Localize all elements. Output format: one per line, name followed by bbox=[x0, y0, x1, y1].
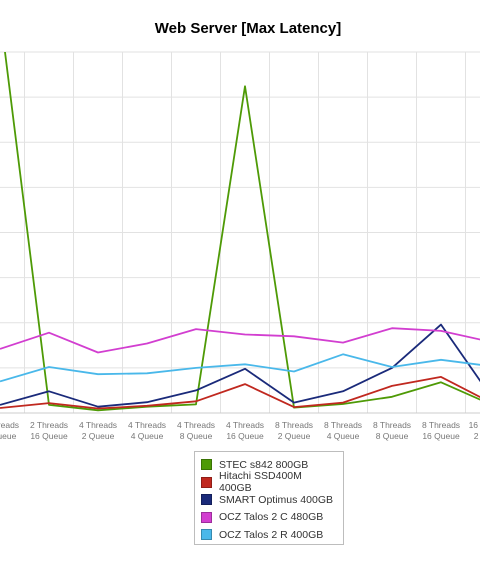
legend-item[interactable]: OCZ Talos 2 R 400GB bbox=[201, 526, 337, 544]
legend-item[interactable]: STEC s842 800GB bbox=[201, 456, 337, 474]
x-tick-label: 4 Threads 16 Queue bbox=[226, 420, 264, 441]
x-tick-label: 8 Threads 8 Queue bbox=[373, 420, 411, 441]
x-tick-label: 8 Threads 4 Queue bbox=[324, 420, 362, 441]
x-tick-label: 8 Threads 16 Queue bbox=[422, 420, 460, 441]
x-tick-label: 4 Threads 8 Queue bbox=[177, 420, 215, 441]
legend-swatch bbox=[201, 529, 212, 541]
legend-label: STEC s842 800GB bbox=[219, 458, 309, 471]
x-tick-label: 2 Threads 16 Queue bbox=[30, 420, 68, 441]
series-line bbox=[0, 327, 480, 354]
legend-item[interactable]: Hitachi SSD400M 400GB bbox=[201, 470, 337, 494]
legend-label: SMART Optimus 400GB bbox=[219, 493, 333, 506]
chart-title: Web Server [Max Latency] bbox=[154, 20, 342, 37]
grid bbox=[0, 51, 480, 414]
legend-label: OCZ Talos 2 R 400GB bbox=[219, 528, 324, 541]
legend-swatch bbox=[201, 459, 212, 471]
x-tick-label: 4 Threads 4 Queue bbox=[128, 420, 166, 441]
series-line bbox=[0, 353, 480, 383]
legend-label: Hitachi SSD400M 400GB bbox=[219, 470, 302, 495]
legend: STEC s842 800GB Hitachi SSD400M 400GB SMAR… bbox=[194, 451, 344, 545]
legend-swatch bbox=[201, 511, 212, 523]
series-line bbox=[4, 52, 480, 412]
legend-swatch bbox=[201, 494, 212, 506]
x-tick-label: 4 Threads 2 Queue bbox=[79, 420, 117, 441]
legend-label: OCZ Talos 2 C 480GB bbox=[219, 511, 324, 524]
series-line bbox=[0, 323, 480, 408]
legend-item[interactable]: SMART Optimus 400GB bbox=[201, 491, 337, 509]
legend-swatch bbox=[201, 476, 212, 488]
series-lines bbox=[0, 52, 480, 412]
x-tick-label: 8 Threads 2 Queue bbox=[275, 420, 313, 441]
series-line bbox=[0, 375, 480, 410]
legend-item[interactable]: OCZ Talos 2 C 480GB bbox=[201, 509, 337, 527]
